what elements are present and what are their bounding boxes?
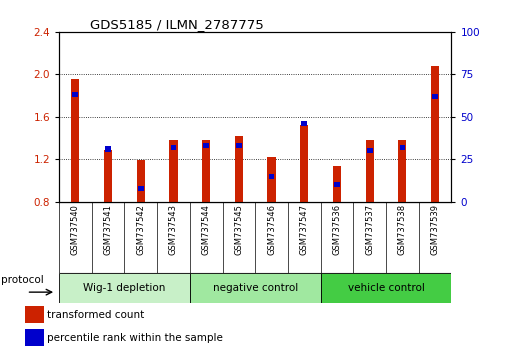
Bar: [169, 140, 177, 202]
Text: GSM737546: GSM737546: [267, 204, 276, 255]
Bar: [71, 79, 80, 202]
Bar: [267, 157, 275, 202]
Text: GSM737536: GSM737536: [332, 204, 342, 255]
Bar: [321, 273, 451, 303]
Bar: [72, 92, 78, 97]
Bar: [367, 148, 372, 154]
Text: Wig-1 depletion: Wig-1 depletion: [83, 282, 166, 293]
Bar: [190, 273, 321, 303]
Bar: [136, 160, 145, 202]
Bar: [104, 150, 112, 202]
Text: GSM737540: GSM737540: [71, 204, 80, 255]
Bar: [25, 306, 44, 323]
Bar: [203, 143, 209, 148]
Bar: [59, 273, 190, 303]
Text: protocol: protocol: [1, 275, 44, 285]
Text: GSM737538: GSM737538: [398, 204, 407, 255]
Text: transformed count: transformed count: [47, 310, 144, 320]
Bar: [171, 145, 176, 150]
Bar: [269, 174, 274, 179]
Bar: [25, 329, 44, 347]
Text: GSM737537: GSM737537: [365, 204, 374, 255]
Bar: [138, 185, 144, 191]
Bar: [302, 121, 307, 126]
Bar: [432, 94, 438, 99]
Bar: [334, 182, 340, 188]
Bar: [333, 166, 341, 202]
Bar: [366, 140, 374, 202]
Text: GSM737544: GSM737544: [202, 204, 211, 255]
Text: GSM737545: GSM737545: [234, 204, 243, 255]
Text: percentile rank within the sample: percentile rank within the sample: [47, 333, 223, 343]
Bar: [300, 125, 308, 202]
Bar: [236, 143, 242, 148]
Bar: [398, 140, 406, 202]
Text: GSM737541: GSM737541: [104, 204, 112, 255]
Text: negative control: negative control: [212, 282, 298, 293]
Text: GSM737547: GSM737547: [300, 204, 309, 255]
Text: GDS5185 / ILMN_2787775: GDS5185 / ILMN_2787775: [90, 18, 264, 31]
Text: GSM737543: GSM737543: [169, 204, 178, 255]
Text: GSM737539: GSM737539: [430, 204, 440, 255]
Bar: [105, 147, 111, 152]
Text: GSM737542: GSM737542: [136, 204, 145, 255]
Bar: [431, 66, 439, 202]
Bar: [202, 140, 210, 202]
Text: vehicle control: vehicle control: [348, 282, 424, 293]
Bar: [400, 145, 405, 150]
Bar: [235, 136, 243, 202]
